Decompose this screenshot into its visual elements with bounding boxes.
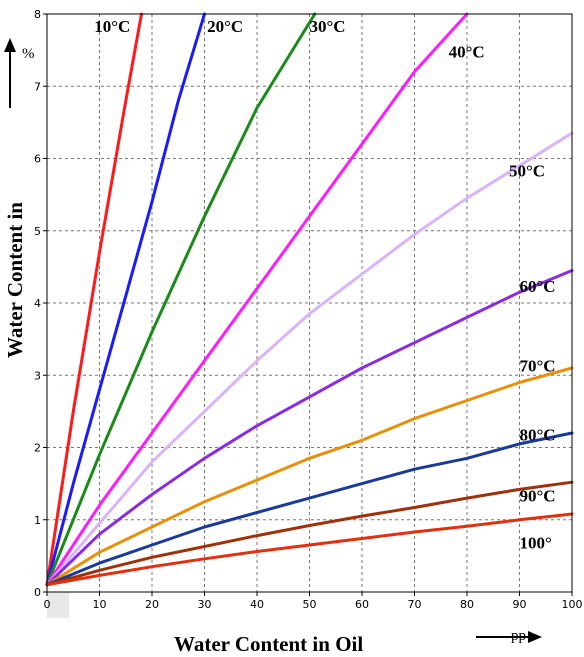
y-tick-label: 7	[34, 80, 41, 93]
x-tick-label: 30	[198, 598, 212, 611]
series-label-3: 40°C	[449, 42, 485, 61]
x-tick-label: 0	[44, 598, 51, 611]
series-label-5: 60°C	[520, 277, 556, 296]
series-line-7	[45, 431, 574, 587]
series-labels: 10°C 20°C 30°C 40°C 50°C 60°C 70°C 80°C 90°C 100°	[94, 17, 555, 553]
series-label-4: 50°C	[509, 162, 545, 181]
series-line-8	[45, 480, 574, 587]
series-curves	[45, 12, 574, 587]
series-label-6: 70°C	[520, 357, 556, 376]
y-tick-label: 3	[34, 369, 41, 382]
tick-labels: 0 10 20 30 40 50 60 70 80 90 100 0 1 2 3 4 5 6 7 8	[34, 8, 583, 611]
series-label-2: 30°C	[310, 17, 346, 36]
series-line-9	[45, 512, 574, 587]
series-line-3	[45, 12, 469, 587]
x-tick-label: 20	[145, 598, 159, 611]
x-tick-label: 60	[355, 598, 369, 611]
y-direction-arrow-icon	[4, 38, 16, 108]
series-line-5	[45, 269, 574, 587]
series-line-2	[45, 12, 317, 587]
series-label-9: 100°	[520, 534, 552, 553]
x-tick-label: 100	[562, 598, 583, 611]
x-tick-label: 70	[408, 598, 422, 611]
y-tick-label: 0	[34, 586, 41, 599]
series-line-0	[45, 12, 143, 587]
series-line-6	[45, 366, 574, 587]
y-tick-label: 2	[34, 442, 41, 455]
x-tick-label: 50	[303, 598, 317, 611]
series-label-8: 90°C	[520, 487, 556, 506]
x-tick-label: 80	[460, 598, 474, 611]
series-label-1: 20°C	[207, 17, 243, 36]
y-tick-label: 6	[34, 153, 41, 166]
y-tick-label: 8	[34, 8, 41, 21]
y-tick-label: 5	[34, 225, 41, 238]
x-tick-label: 10	[93, 598, 107, 611]
y-axis-title: Water Content in	[3, 202, 27, 358]
x-axis-title: Water Content in Oil	[174, 632, 363, 656]
series-line-4	[45, 131, 574, 587]
x-tick-label: 40	[250, 598, 264, 611]
x-tick-label: 90	[513, 598, 527, 611]
x-direction-arrow-icon	[476, 631, 542, 643]
series-line-1	[45, 12, 206, 587]
series-label-7: 80°C	[520, 425, 556, 444]
y-tick-label: 4	[34, 297, 41, 310]
series-label-0: 10°C	[94, 17, 130, 36]
origin-marker	[47, 592, 69, 618]
y-unit-label: %	[22, 46, 35, 62]
y-tick-label: 1	[34, 514, 41, 527]
